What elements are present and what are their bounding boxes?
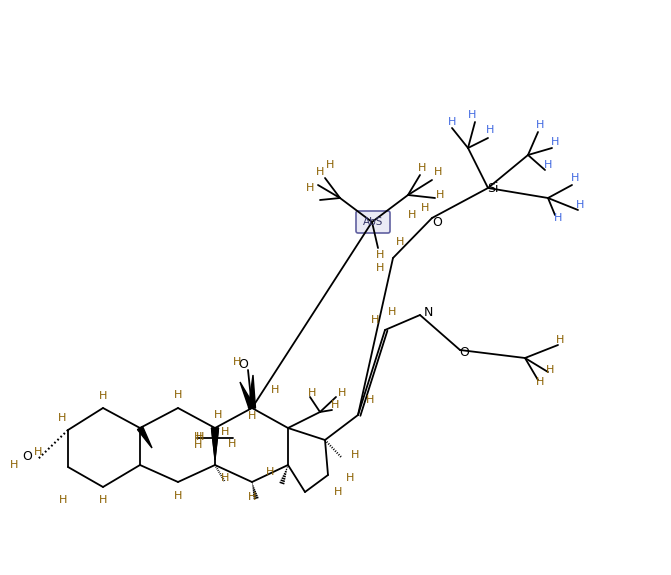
Text: H: H <box>338 388 346 398</box>
Text: H: H <box>536 377 544 387</box>
Text: H: H <box>435 190 444 200</box>
Text: O: O <box>238 358 248 371</box>
Text: H: H <box>333 487 342 497</box>
Text: H: H <box>221 473 229 483</box>
Text: H: H <box>194 432 202 442</box>
Text: H: H <box>308 388 316 398</box>
Text: H: H <box>34 447 42 457</box>
Text: H: H <box>346 473 354 483</box>
Text: H: H <box>486 125 494 135</box>
Text: H: H <box>326 160 334 170</box>
Text: H: H <box>546 365 554 375</box>
Text: H: H <box>544 160 552 170</box>
Text: H: H <box>331 400 339 410</box>
Text: H: H <box>214 410 222 420</box>
Text: H: H <box>576 200 584 210</box>
Text: H: H <box>10 460 18 470</box>
Text: H: H <box>174 491 183 501</box>
Text: H: H <box>536 120 544 130</box>
Text: H: H <box>196 432 204 442</box>
Text: H: H <box>271 385 279 395</box>
Text: H: H <box>366 395 374 405</box>
Polygon shape <box>240 382 255 409</box>
Text: H: H <box>434 167 442 177</box>
Text: AbS: AbS <box>363 217 383 227</box>
Text: H: H <box>99 391 107 401</box>
Text: H: H <box>371 315 379 325</box>
Text: H: H <box>306 183 314 193</box>
Text: H: H <box>571 173 579 183</box>
Text: H: H <box>396 237 404 247</box>
Text: O: O <box>459 346 469 358</box>
Text: H: H <box>266 467 274 477</box>
Text: Si: Si <box>487 182 499 194</box>
Text: H: H <box>228 439 236 449</box>
Text: O: O <box>22 450 32 463</box>
Text: H: H <box>376 263 384 273</box>
Text: H: H <box>248 492 256 502</box>
Text: H: H <box>248 411 256 421</box>
Text: H: H <box>99 495 107 505</box>
Text: O: O <box>432 217 442 229</box>
Text: H: H <box>468 110 476 120</box>
Polygon shape <box>211 428 219 460</box>
Text: N: N <box>423 305 433 319</box>
Text: H: H <box>551 137 559 147</box>
FancyBboxPatch shape <box>356 211 390 233</box>
Polygon shape <box>211 428 219 458</box>
Text: H: H <box>388 307 396 317</box>
Text: H: H <box>408 210 416 220</box>
Text: H: H <box>233 357 241 367</box>
Text: H: H <box>174 390 183 400</box>
Text: H: H <box>448 117 456 127</box>
Text: H: H <box>351 450 359 460</box>
Text: H: H <box>316 167 324 177</box>
Text: H: H <box>194 440 202 450</box>
Text: H: H <box>554 213 562 223</box>
Text: H: H <box>421 203 429 213</box>
Text: H: H <box>418 163 426 173</box>
Text: H: H <box>59 495 67 505</box>
Text: H: H <box>58 413 66 423</box>
Text: H: H <box>221 427 229 437</box>
Text: H: H <box>376 250 384 260</box>
Text: H: H <box>556 335 564 345</box>
Polygon shape <box>248 375 256 408</box>
Polygon shape <box>138 427 152 448</box>
